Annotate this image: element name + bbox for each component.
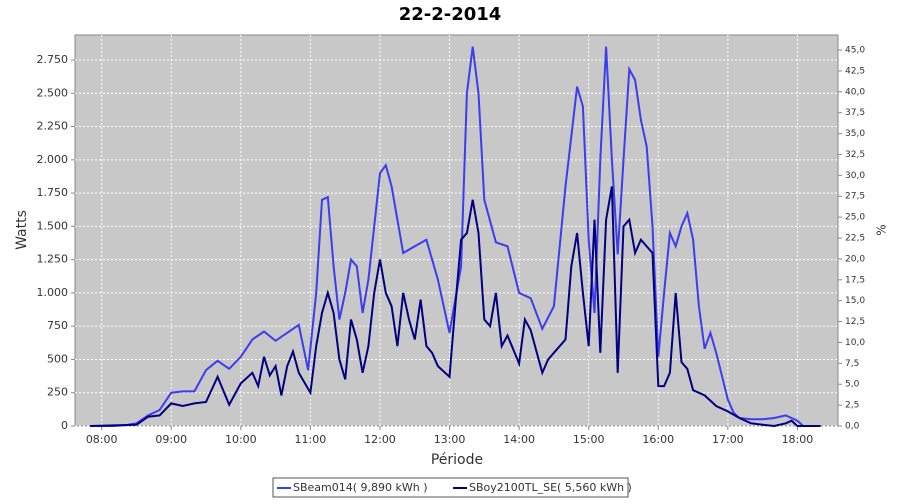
y2-tick-label: 45,0 — [845, 46, 865, 56]
y2-tick-label: 20,0 — [845, 254, 865, 264]
legend-label: SBeam014( 9,890 kWh ) — [293, 481, 428, 494]
x-tick-label: 08:00 — [86, 433, 118, 446]
x-tick-label: 15:00 — [573, 433, 605, 446]
x-tick-label: 14:00 — [503, 433, 535, 446]
x-tick-label: 13:00 — [434, 433, 466, 446]
y2-tick-label: 10,0 — [845, 338, 865, 348]
y-tick-label: 2.000 — [37, 153, 69, 166]
y2-tick-label: 15,0 — [845, 296, 865, 306]
y-tick-label: 1.250 — [37, 253, 69, 266]
series-line — [90, 46, 821, 427]
y2-tick-label: 40,0 — [845, 87, 865, 97]
legend-label: SBoy2100TL_SE( 5,560 kWh ) — [469, 481, 632, 494]
y2-tick-label: 0,0 — [845, 422, 860, 432]
y-tick-label: 750 — [47, 319, 68, 332]
y2-tick-label: 22,5 — [845, 234, 865, 244]
y2-tick-label: 37,5 — [845, 108, 865, 118]
y2-tick-label: 17,5 — [845, 275, 865, 285]
y2-tick-label: 35,0 — [845, 129, 865, 139]
x-tick-label: 12:00 — [364, 433, 396, 446]
y-tick-label: 0 — [61, 419, 68, 432]
y2-tick-label: 30,0 — [845, 171, 865, 181]
y2-axis-label: % — [875, 224, 889, 235]
y-tick-label: 1.750 — [37, 186, 69, 199]
y2-tick-label: 27,5 — [845, 192, 865, 202]
y-tick-label: 250 — [47, 386, 68, 399]
y-axis-label: Watts — [14, 210, 30, 250]
x-tick-label: 16:00 — [642, 433, 674, 446]
x-axis-label: Période — [431, 452, 483, 468]
series-line — [90, 186, 821, 428]
x-tick-label: 18:00 — [782, 433, 814, 446]
y2-tick-label: 2,5 — [845, 401, 859, 411]
y2-tick-label: 5,0 — [845, 380, 860, 390]
y2-tick-label: 32,5 — [845, 150, 865, 160]
chart-title: 22-2-2014 — [399, 4, 502, 25]
y-tick-label: 500 — [47, 352, 68, 365]
plot-area — [74, 34, 839, 427]
x-tick-label: 10:00 — [225, 433, 257, 446]
y2-tick-label: 7,5 — [845, 359, 859, 369]
y-tick-label: 1.000 — [37, 286, 69, 299]
x-tick-label: 11:00 — [295, 433, 327, 446]
x-tick-label: 09:00 — [155, 433, 187, 446]
y2-tick-label: 12,5 — [845, 317, 865, 327]
x-tick-label: 17:00 — [712, 433, 744, 446]
y2-tick-label: 25,0 — [845, 213, 865, 223]
y-tick-label: 2.500 — [37, 86, 69, 99]
y-tick-label: 2.750 — [37, 53, 69, 66]
y-tick-label: 2.250 — [37, 120, 69, 133]
y2-tick-label: 42,5 — [845, 66, 865, 76]
y-tick-label: 1.500 — [37, 219, 69, 232]
legend — [272, 477, 629, 498]
